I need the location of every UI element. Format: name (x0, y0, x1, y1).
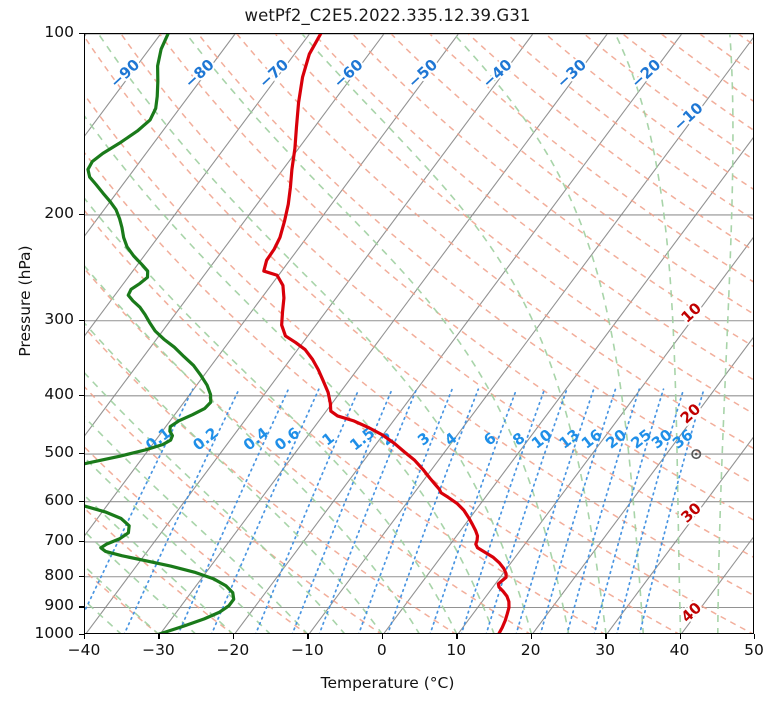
svg-text:−70: −70 (255, 56, 292, 92)
x-axis-tick-20: 20 (520, 641, 541, 659)
svg-text:3: 3 (414, 429, 433, 450)
x-axis-tick-40: 40 (669, 641, 690, 659)
y-axis-tick-1000: 1000 (34, 624, 74, 642)
x-axis-tick-0: 0 (376, 641, 387, 659)
svg-text:36: 36 (669, 426, 697, 453)
x-axis-tick-10: 10 (446, 641, 467, 659)
svg-text:8: 8 (509, 429, 528, 450)
svg-text:−30: −30 (553, 56, 590, 92)
page-title: wetPf2_C2E5.2022.335.12.39.G31 (244, 6, 531, 25)
svg-text:10: 10 (528, 426, 556, 453)
x-axis-tick-−10: −10 (290, 641, 324, 659)
y-tickmark (79, 634, 84, 636)
x-axis-tick-30: 30 (595, 641, 615, 659)
svg-text:−80: −80 (181, 56, 218, 92)
y-tickmark (79, 33, 84, 35)
x-tickmark (232, 634, 235, 639)
x-tickmark (381, 634, 384, 639)
y-axis-tick-700: 700 (44, 530, 74, 549)
y-axis-tick-500: 500 (44, 443, 74, 462)
svg-text:40: 40 (678, 599, 706, 626)
x-tickmark (605, 634, 607, 639)
svg-text:−40: −40 (479, 56, 516, 92)
y-tickmark (79, 213, 84, 216)
y-axis-tick-800: 800 (44, 565, 74, 584)
x-axis-label: Temperature (°C) (320, 674, 455, 692)
y-tickmark (79, 606, 84, 608)
y-axis-tick-400: 400 (44, 384, 74, 403)
y-axis-tick-900: 900 (44, 596, 74, 615)
plot-area: 0.1 0.2 0.4 0.6 1 1.5 2 3 4 6 8 10 13 16 20 25 30 36 −90 −9… (84, 33, 754, 634)
y-axis-tick-100: 100 (44, 23, 74, 41)
y-axis-tick-300: 300 (44, 309, 74, 328)
svg-text:4: 4 (441, 429, 460, 450)
y-axis-label: Pressure (hPa) (16, 245, 34, 357)
svg-text:−20: −20 (628, 56, 665, 92)
svg-text:−90: −90 (107, 56, 144, 92)
svg-text:−60: −60 (330, 56, 367, 92)
svg-text:20: 20 (602, 426, 630, 453)
y-tickmark (79, 453, 84, 455)
x-tickmark (84, 634, 86, 639)
svg-text:10: 10 (677, 299, 705, 326)
y-tickmark (79, 319, 84, 322)
x-tickmark (679, 634, 681, 639)
svg-text:0.6: 0.6 (271, 424, 303, 455)
y-axis-tick-600: 600 (44, 490, 74, 509)
svg-text:−50: −50 (404, 56, 441, 92)
x-tickmark (530, 634, 533, 639)
x-axis-tick-−30: −30 (142, 641, 175, 659)
x-tickmark (456, 634, 458, 639)
x-axis-tick-−40: −40 (67, 641, 101, 659)
svg-text:30: 30 (677, 499, 705, 526)
y-tickmark (79, 500, 84, 503)
y-tickmark (79, 540, 84, 543)
x-axis-tick-50: 50 (744, 641, 764, 659)
x-tickmark (307, 634, 309, 639)
y-tickmark (79, 394, 84, 397)
skewt-canvas: 0.1 0.2 0.4 0.6 1 1.5 2 3 4 6 8 10 131620253036−90−9… (85, 34, 753, 633)
x-tickmark (158, 634, 160, 639)
svg-text:0.2: 0.2 (189, 424, 221, 455)
x-axis-tick-−20: −20 (216, 641, 250, 659)
x-tickmark (754, 634, 756, 639)
y-axis-tick-200: 200 (44, 203, 74, 222)
y-tickmark (79, 575, 84, 578)
